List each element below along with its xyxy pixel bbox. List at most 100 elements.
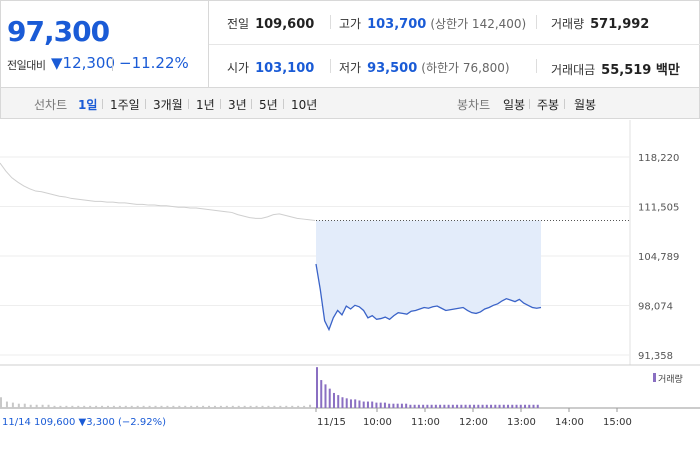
volume-bar bbox=[148, 405, 151, 408]
y-tick-label: 118,220 bbox=[638, 153, 679, 164]
volume-bar bbox=[77, 405, 80, 408]
low-label: 저가 bbox=[339, 61, 362, 75]
today-price-line bbox=[315, 263, 542, 332]
divider bbox=[220, 99, 221, 109]
tab-5years[interactable]: 5년 bbox=[259, 98, 278, 112]
volume-bar bbox=[383, 402, 386, 408]
volume-bar bbox=[366, 401, 369, 408]
volume-bar bbox=[285, 405, 288, 408]
volume-bar bbox=[5, 401, 8, 408]
volume-bar bbox=[303, 405, 306, 408]
volume-bar bbox=[443, 404, 446, 408]
x-tick-label: 10:00 bbox=[363, 417, 392, 428]
volume-bar bbox=[47, 404, 50, 408]
x-tick-label: 13:00 bbox=[507, 417, 536, 428]
open-price: 시가 103,100 bbox=[227, 59, 314, 76]
volume-bar bbox=[231, 405, 234, 408]
current-price: 97,300 bbox=[7, 15, 110, 48]
x-tick-label: 11/15 bbox=[317, 417, 346, 428]
tab-weekly-candle[interactable]: 주봉 bbox=[537, 98, 560, 112]
volume-bar bbox=[422, 404, 425, 408]
volume-bar bbox=[434, 404, 437, 408]
change-label: 전일대비 bbox=[7, 59, 46, 72]
volume-bar bbox=[106, 405, 109, 408]
tab-1year[interactable]: 1년 bbox=[196, 98, 215, 112]
tab-3years[interactable]: 3년 bbox=[228, 98, 247, 112]
chart-tabs: 선차트 1일 1주일 3개월 1년 3년 5년 10년 봉차트 일봉 주봉 월봉 bbox=[0, 88, 700, 119]
divider bbox=[145, 99, 146, 109]
volume-bar bbox=[23, 403, 26, 408]
volume-bar bbox=[337, 395, 340, 408]
volume-bar bbox=[328, 388, 331, 408]
tab-1week[interactable]: 1주일 bbox=[110, 98, 140, 112]
tab-10years[interactable]: 10년 bbox=[291, 98, 318, 112]
volume-bar bbox=[297, 405, 300, 408]
volume-bar bbox=[267, 405, 270, 408]
divider bbox=[251, 99, 252, 109]
volume-bar bbox=[468, 404, 471, 408]
divider bbox=[330, 59, 331, 73]
trade-amount-value: 55,519 백만 bbox=[601, 63, 680, 78]
volume-bar bbox=[118, 405, 121, 408]
volume-bar bbox=[498, 404, 501, 408]
open-value: 103,100 bbox=[255, 61, 315, 76]
divider bbox=[564, 99, 565, 109]
volume-bar bbox=[208, 405, 211, 408]
volume-bar bbox=[225, 405, 228, 408]
prev-day-line bbox=[0, 162, 316, 222]
tab-3months[interactable]: 3개월 bbox=[153, 98, 183, 112]
y-axis: 118,220 111,505 104,789 98,074 91,358 bbox=[638, 153, 679, 362]
volume-bar bbox=[502, 404, 505, 408]
volume-bar bbox=[166, 405, 169, 408]
prev-close-label: 전일 bbox=[227, 17, 250, 31]
volume-bar bbox=[249, 405, 252, 408]
volume-bar bbox=[536, 404, 539, 408]
volume-bar bbox=[112, 405, 115, 408]
volume-bar bbox=[101, 405, 104, 408]
volume-bar bbox=[439, 404, 442, 408]
volume-bar bbox=[178, 405, 181, 408]
high-label: 고가 bbox=[339, 17, 362, 31]
volume-bar bbox=[136, 405, 139, 408]
prev-close-value: 109,600 bbox=[255, 17, 315, 32]
x-tick-label: 11:00 bbox=[411, 417, 440, 428]
volume-bar bbox=[130, 405, 133, 408]
high-price: 고가 103,700 (상한가 142,400) bbox=[339, 15, 526, 32]
volume-bar bbox=[160, 405, 163, 408]
volume-bar bbox=[349, 399, 352, 408]
volume-legend-label: 거래량 bbox=[658, 373, 683, 385]
stats-row-1: 전일 109,600 고가 103,700 (상한가 142,400) 거래량 571,… bbox=[209, 1, 700, 45]
volume-bar bbox=[511, 404, 514, 408]
volume-bar bbox=[460, 404, 463, 408]
change-value: ▼12,300 bbox=[51, 54, 116, 72]
volume-bar bbox=[17, 403, 20, 408]
volume-bar bbox=[320, 380, 323, 408]
volume-bar bbox=[379, 402, 382, 408]
tab-monthly-candle[interactable]: 월봉 bbox=[574, 98, 597, 112]
volume-bar bbox=[409, 404, 412, 408]
volume-bar bbox=[371, 401, 374, 408]
volume-bar bbox=[142, 405, 145, 408]
lower-limit: (하한가 76,800) bbox=[421, 61, 510, 75]
volume-bar bbox=[456, 404, 459, 408]
volume-bar bbox=[430, 404, 433, 408]
volume-bar bbox=[196, 405, 199, 408]
tab-daily-candle[interactable]: 일봉 bbox=[503, 98, 526, 112]
volume-bar bbox=[279, 405, 282, 408]
volume-bar bbox=[124, 405, 127, 408]
volume-bar bbox=[413, 404, 416, 408]
tab-1day[interactable]: 1일 bbox=[78, 98, 98, 112]
volume-bar bbox=[481, 404, 484, 408]
prev-close: 전일 109,600 bbox=[227, 15, 314, 32]
volume-bar bbox=[490, 404, 493, 408]
volume-bar bbox=[309, 404, 312, 408]
volume-bar bbox=[396, 403, 399, 408]
volume-panel: 거래량 bbox=[0, 364, 700, 409]
volume-bar bbox=[341, 397, 344, 408]
volume-bar bbox=[11, 402, 14, 408]
low-value: 93,500 bbox=[367, 61, 418, 76]
volume-bar bbox=[447, 404, 450, 408]
open-label: 시가 bbox=[227, 61, 250, 75]
price-box: 97,300 전일대비 ▼12,300 −11.22% bbox=[1, 1, 209, 89]
today-fill-area bbox=[316, 220, 541, 330]
